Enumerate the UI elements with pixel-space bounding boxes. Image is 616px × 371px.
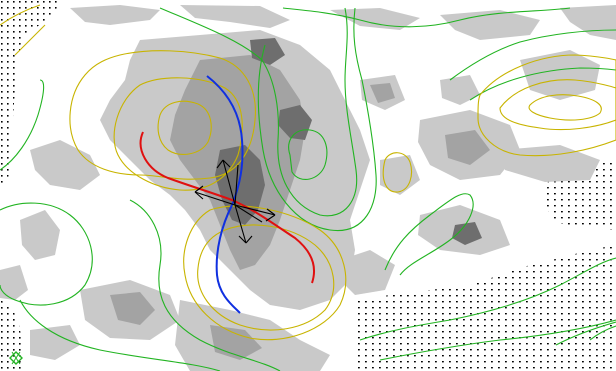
cloud-patch (440, 75, 480, 105)
green-contour (257, 7, 377, 232)
wind-barb-feather (216, 159, 231, 169)
cloud-patch (500, 145, 600, 182)
green-contours (0, 7, 616, 371)
stipple-bottom-right (358, 245, 616, 371)
wind-barb-feather (265, 208, 276, 222)
yellow-contour (382, 152, 413, 193)
axis-blue-line (206, 75, 244, 314)
green-contour (359, 257, 616, 341)
wind-barb-shaft (234, 204, 263, 223)
cloud-patch (0, 265, 28, 300)
green-contour (0, 202, 93, 306)
cloud-patch (30, 140, 100, 190)
wind-barb-icon (194, 159, 276, 244)
cloud-patch-dark (452, 222, 482, 245)
wind-barb-shaft (234, 204, 276, 216)
green-contour (555, 321, 616, 346)
green-contour (19, 299, 221, 371)
cloud-patch (70, 5, 160, 25)
yellow-contour (157, 100, 212, 155)
axis-red-line (139, 131, 315, 284)
green-contour (384, 193, 474, 276)
stipple-top-left (0, 0, 60, 185)
cloud-patch (380, 155, 420, 195)
yellow-contour (477, 54, 616, 157)
wind-barb-shaft (194, 191, 236, 206)
yellow-contour (113, 77, 243, 191)
wind-barb-feather (238, 235, 253, 244)
yellow-contour (197, 224, 335, 331)
yellow-contour (0, 4, 41, 26)
cloud-patch-dark (370, 83, 395, 103)
cloud-patch-dark (445, 130, 490, 165)
cloud-patch (520, 50, 600, 100)
green-contour (469, 67, 616, 101)
green-contour (0, 79, 45, 171)
cloud-patch (330, 8, 420, 30)
cloud-patch (175, 300, 330, 371)
green-contour (379, 319, 616, 361)
wind-barb-feather (194, 185, 204, 200)
diamond-icon (9, 351, 23, 365)
cloud-patch (20, 210, 60, 260)
tick-mark-icon (11, 351, 21, 365)
yellow-contour (69, 50, 256, 180)
yellow-contour (14, 24, 46, 56)
wind-barb-shaft (234, 164, 239, 206)
yellow-contours (0, 4, 616, 341)
yellow-contour (528, 94, 602, 121)
wind-barb-shaft (222, 159, 236, 206)
yellow-contour (183, 205, 347, 341)
cloud-patch-dark (210, 325, 262, 360)
cloud-patch (340, 250, 395, 295)
wind-barb-shaft (234, 204, 247, 244)
cloud-shading (0, 5, 616, 371)
green-contour (288, 129, 328, 181)
yellow-contour (499, 79, 616, 131)
cloud-patch-dark (278, 105, 312, 140)
cloud-patch (560, 5, 616, 40)
green-contour (449, 29, 616, 81)
cloud-patch-dark (110, 292, 155, 325)
cloud-patch (180, 5, 290, 28)
cloud-patch (440, 10, 540, 40)
cloud-patch (30, 325, 80, 360)
cloud-patch-dark (250, 38, 285, 65)
green-contour (589, 325, 616, 341)
green-contour (282, 7, 571, 28)
green-contour (159, 7, 358, 217)
green-contour (129, 199, 281, 371)
